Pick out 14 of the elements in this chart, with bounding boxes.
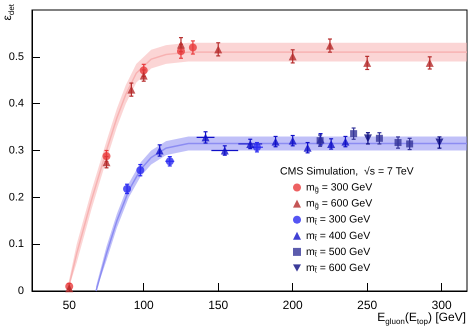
x-tick-label: 300 <box>432 298 452 312</box>
x-axis-title: E$_{gluon}$(E$_{top}$) [GeV] <box>377 310 466 326</box>
y-tick-label: 0.2 <box>8 191 24 204</box>
y-tick-label: 0 <box>18 285 24 297</box>
legend-title: CMS Simulation, √s = 7 TeV <box>280 166 414 178</box>
y-tick-label: 0.1 <box>8 238 24 250</box>
x-tick-label: 250 <box>357 298 378 312</box>
x-tick-label: 100 <box>134 298 154 312</box>
y-tick-label: 0.4 <box>8 98 24 110</box>
y-tick-label: 0.3 <box>8 144 24 156</box>
x-tick-label: 50 <box>62 298 76 312</box>
x-tick-label: 200 <box>282 298 304 312</box>
x-tick-label: 150 <box>208 298 229 312</box>
y-tick-label: 0.5 <box>8 50 24 63</box>
